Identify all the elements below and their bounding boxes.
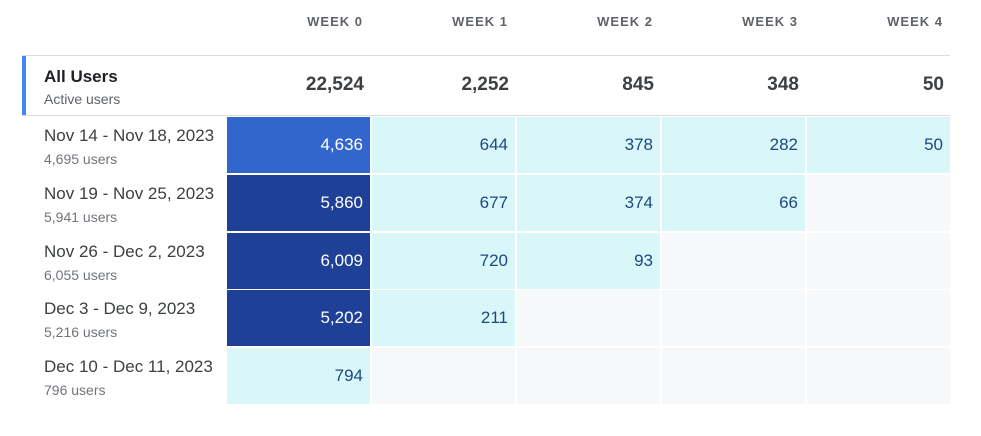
cohort-row: Nov 26 - Dec 2, 2023 6,055 users 6,009 7… [22, 233, 950, 289]
cohort-user-count: 6,055 users [44, 267, 118, 283]
cohort-cell-empty [517, 290, 660, 346]
cohort-row: Nov 19 - Nov 25, 2023 5,941 users 5,860 … [22, 175, 950, 231]
cohort-cell-empty [372, 348, 515, 404]
cohort-cell[interactable]: 794 [227, 348, 370, 404]
cohort-cell[interactable]: 282 [662, 117, 805, 173]
cohort-row: Dec 3 - Dec 9, 2023 5,216 users 5,202 21… [22, 290, 950, 346]
cohort-date-range: Nov 26 - Dec 2, 2023 [44, 242, 205, 261]
cohort-cell[interactable]: 5,860 [227, 175, 370, 231]
all-users-row: All Users Active users 22,524 2,252 845 … [22, 56, 950, 116]
cohort-cell-empty [662, 290, 805, 346]
cohort-cell[interactable]: 378 [517, 117, 660, 173]
total-week-0: 22,524 [305, 74, 364, 95]
cohort-cell[interactable]: 6,009 [227, 233, 370, 289]
total-week-1: 2,252 [461, 74, 509, 95]
segment-title[interactable]: All Users [44, 67, 118, 86]
cohort-cell[interactable]: 211 [372, 290, 515, 346]
cohort-cell[interactable]: 5,202 [227, 290, 370, 346]
cohort-user-count: 4,695 users [44, 151, 118, 167]
cohort-user-count: 796 users [44, 382, 106, 398]
segment-metric-label: Active users [44, 91, 121, 107]
cohort-date-range: Dec 3 - Dec 9, 2023 [44, 299, 196, 318]
cohort-cell-empty [662, 348, 805, 404]
column-header-week-1[interactable]: WEEK 1 [452, 14, 508, 29]
cohort-cell-empty [517, 348, 660, 404]
cohort-cell-empty [807, 233, 950, 289]
cohort-date-range: Dec 10 - Dec 11, 2023 [44, 357, 213, 376]
cohort-cell-empty [662, 233, 805, 289]
cohort-cell[interactable]: 4,636 [227, 117, 370, 173]
cohort-cell-empty [807, 290, 950, 346]
week-header-row: WEEK 0 WEEK 1 WEEK 2 WEEK 3 WEEK 4 [22, 0, 950, 56]
cohort-cell[interactable]: 374 [517, 175, 660, 231]
cohort-date-range: Nov 14 - Nov 18, 2023 [44, 126, 215, 145]
cohort-cell[interactable]: 93 [517, 233, 660, 289]
column-header-week-0[interactable]: WEEK 0 [307, 14, 363, 29]
cohort-date-range: Nov 19 - Nov 25, 2023 [44, 184, 215, 203]
total-week-4: 50 [922, 74, 944, 95]
segment-accent-bar [22, 56, 26, 115]
cohort-cell[interactable]: 720 [372, 233, 515, 289]
cohort-cell-empty [807, 348, 950, 404]
cohort-cell-empty [807, 175, 950, 231]
cohort-user-count: 5,941 users [44, 209, 118, 225]
cohort-row: Nov 14 - Nov 18, 2023 4,695 users 4,636 … [22, 117, 950, 173]
cohort-cell[interactable]: 677 [372, 175, 515, 231]
cohort-cell[interactable]: 50 [807, 117, 950, 173]
column-header-week-3[interactable]: WEEK 3 [742, 14, 798, 29]
total-week-3: 348 [767, 74, 799, 95]
cohort-row: Dec 10 - Dec 11, 2023 796 users 794 [22, 348, 950, 404]
cohort-user-count: 5,216 users [44, 324, 118, 340]
column-header-week-2[interactable]: WEEK 2 [597, 14, 653, 29]
cohort-cell[interactable]: 644 [372, 117, 515, 173]
cohort-cell[interactable]: 66 [662, 175, 805, 231]
total-week-2: 845 [622, 74, 654, 95]
column-header-week-4[interactable]: WEEK 4 [887, 14, 943, 29]
